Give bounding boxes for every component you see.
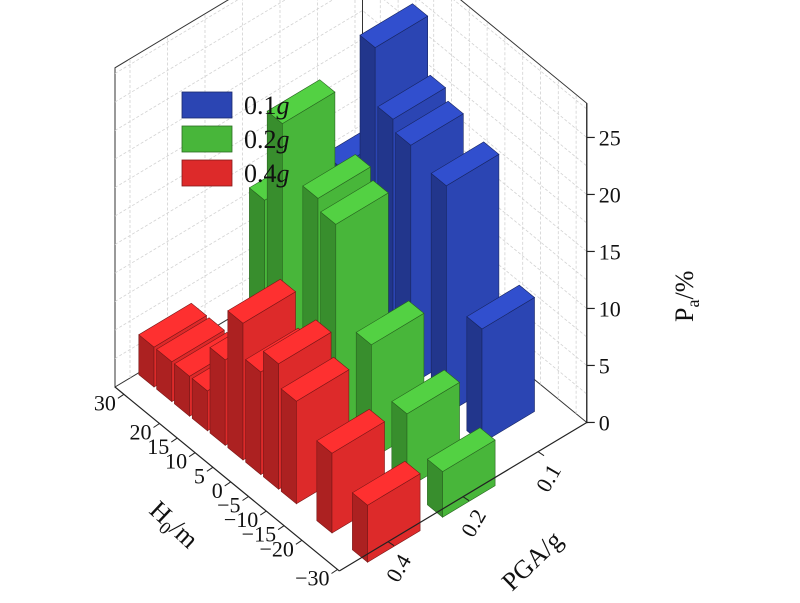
bar-top-face (266, 79, 336, 124)
legend-swatch (181, 159, 233, 187)
legend: 0.1g 0.2g 0.4g (181, 91, 290, 188)
bar-top-face (377, 74, 447, 120)
y-tick-label: 0.2 (456, 505, 491, 541)
x-axis-label: H0/m (141, 495, 204, 557)
x-tick-label: −20 (259, 536, 293, 561)
bar-top-face (280, 356, 350, 402)
x-tick-label: 30 (94, 390, 116, 415)
legend-label: 0.2g (244, 125, 290, 154)
y-tick (387, 541, 395, 547)
x-tick-label: 5 (194, 463, 205, 488)
bar-top-face (302, 154, 372, 199)
bar-top-face (351, 460, 421, 506)
grid-line (114, 152, 588, 338)
legend-swatch (181, 91, 233, 119)
x-tick-label: 0 (212, 478, 223, 503)
x-tick (153, 423, 160, 428)
x-tick (224, 481, 231, 487)
bar-top-face (430, 141, 500, 187)
x-tick-label: −15 (242, 522, 276, 547)
bar-top-face (426, 427, 496, 472)
bar-top-face (316, 408, 386, 454)
grid-line (114, 95, 588, 281)
bar-top-face (391, 369, 461, 415)
bar-top-face (227, 278, 297, 324)
grid-line (114, 0, 588, 167)
x-tick (295, 539, 303, 545)
x-tick (331, 569, 338, 574)
bar-front-face (263, 350, 279, 490)
grid-line (114, 0, 588, 110)
y-tick (462, 496, 470, 502)
chart-bars (138, 3, 536, 563)
bar-top-face (262, 319, 332, 365)
x-tick (260, 510, 267, 516)
legend-swatch (181, 125, 233, 153)
bar-0.1g (466, 284, 536, 444)
bar-top-face (138, 302, 208, 348)
chart-axes (114, 103, 595, 574)
z-axis-label: Pa/% (670, 271, 703, 322)
y-tick (537, 451, 545, 457)
x-tick-label: 20 (130, 420, 152, 445)
y-tick-label: 0.4 (381, 550, 416, 586)
x-tick (171, 437, 178, 443)
x-tick-label: −10 (224, 507, 258, 532)
z-tick-label: 20 (599, 182, 621, 207)
bar-0.4g (316, 408, 386, 534)
z-tick-label: 10 (599, 296, 621, 321)
bar-front-face (280, 388, 297, 505)
bar-0.4g (280, 356, 350, 505)
bar-top-face (466, 284, 536, 330)
legend-label: 0.1g (244, 91, 290, 120)
x-tick-label: 15 (147, 434, 169, 459)
z-tick-label: 0 (599, 410, 610, 435)
bar-front-face (227, 310, 244, 461)
x-tick (117, 393, 125, 399)
y-tick-label: 0.1 (531, 460, 566, 496)
x-tick-label: −5 (217, 493, 240, 518)
bar-front-face (209, 346, 226, 447)
bar-top-face (156, 317, 225, 363)
x-tick (188, 452, 196, 458)
x-tick (206, 466, 214, 472)
x-tick-label: 10 (165, 449, 187, 474)
z-tick-label: 15 (599, 239, 621, 264)
bar-top-face (355, 300, 425, 346)
legend-label: 0.4g (244, 159, 290, 188)
bar-top-face (395, 100, 464, 146)
bar-top-face (320, 180, 389, 225)
x-tick (242, 496, 249, 501)
chart-tick-labels: 05101520253020151050−5−10−15−20−300.10.2… (94, 125, 621, 590)
bar-front-face (316, 440, 333, 534)
y-axis-label: PGA/g (496, 525, 568, 596)
bar-0.2g (426, 427, 496, 518)
z-tick-label: 25 (599, 125, 621, 150)
bar-0.4g (351, 460, 421, 563)
grid-line (114, 0, 588, 138)
bar-top-face (359, 3, 429, 48)
bar-front-face (466, 315, 483, 444)
z-tick-label: 5 (599, 353, 610, 378)
x-tick-label: −30 (295, 566, 329, 591)
x-tick (277, 525, 285, 531)
bar-front-face (245, 358, 262, 476)
grid-line (114, 124, 588, 309)
